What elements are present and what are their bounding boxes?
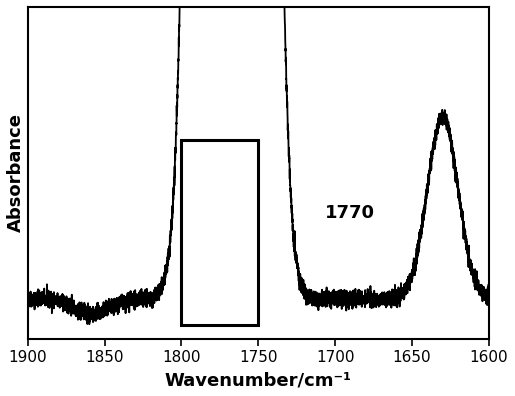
Text: 1770: 1770 xyxy=(325,204,375,222)
X-axis label: Wavenumber/cm⁻¹: Wavenumber/cm⁻¹ xyxy=(165,371,352,389)
Y-axis label: Absorbance: Absorbance xyxy=(7,113,25,232)
Bar xyxy=(181,140,258,326)
